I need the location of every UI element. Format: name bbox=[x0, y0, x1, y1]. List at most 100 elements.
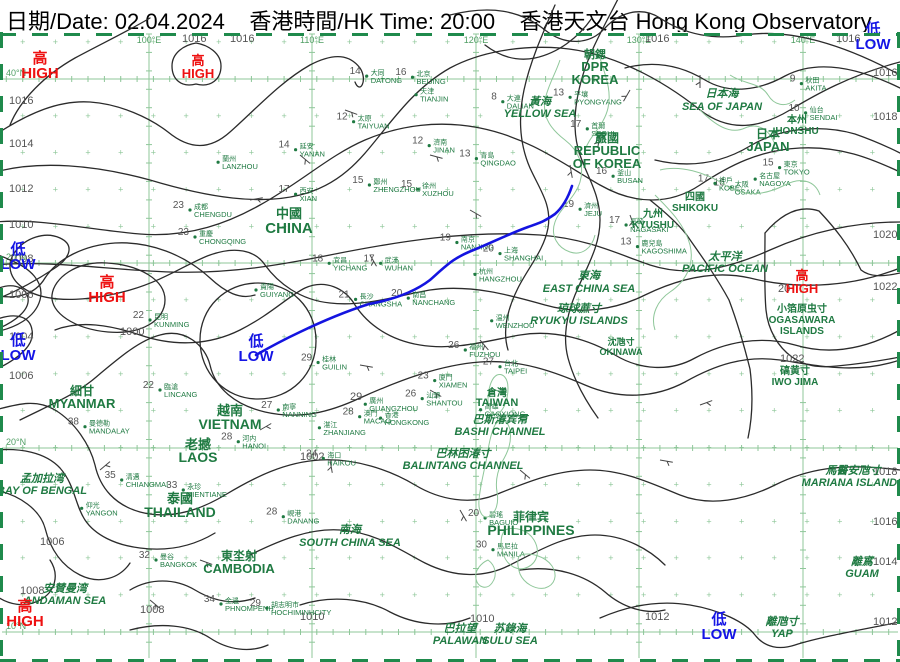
svg-text:+: + bbox=[608, 369, 613, 379]
svg-text:ZHENGZHOU: ZHENGZHOU bbox=[373, 185, 421, 194]
svg-text:+: + bbox=[576, 406, 581, 416]
svg-text:+: + bbox=[641, 332, 646, 342]
svg-text:EAST CHINA SEA: EAST CHINA SEA bbox=[543, 283, 636, 295]
svg-text:+: + bbox=[281, 369, 286, 379]
svg-text:東海: 東海 bbox=[578, 269, 602, 282]
svg-text:+: + bbox=[347, 37, 352, 47]
svg-text:+: + bbox=[641, 443, 646, 453]
svg-text:+: + bbox=[543, 590, 548, 600]
svg-text:+: + bbox=[53, 221, 58, 231]
svg-text:+: + bbox=[641, 627, 646, 637]
svg-text:+: + bbox=[118, 37, 123, 47]
svg-text:+: + bbox=[674, 74, 679, 84]
svg-text:+: + bbox=[445, 37, 450, 47]
svg-text:+: + bbox=[772, 443, 777, 453]
svg-text:+: + bbox=[183, 590, 188, 600]
svg-text:+: + bbox=[543, 185, 548, 195]
svg-text:17: 17 bbox=[609, 215, 621, 226]
svg-text:+: + bbox=[478, 185, 483, 195]
svg-text:+: + bbox=[281, 443, 286, 453]
svg-text:+: + bbox=[412, 221, 417, 231]
svg-text:日本海: 日本海 bbox=[706, 87, 741, 100]
svg-text:1022: 1022 bbox=[873, 281, 897, 293]
svg-text:SENDAI: SENDAI bbox=[810, 113, 838, 122]
svg-text:+: + bbox=[804, 148, 809, 158]
svg-text:+: + bbox=[151, 111, 156, 121]
svg-text:+: + bbox=[380, 111, 385, 121]
svg-text:+: + bbox=[412, 148, 417, 158]
svg-text:+: + bbox=[183, 111, 188, 121]
svg-text:+: + bbox=[772, 553, 777, 563]
svg-text:+: + bbox=[478, 295, 483, 305]
svg-text:13: 13 bbox=[553, 87, 565, 98]
svg-text:+: + bbox=[53, 332, 58, 342]
svg-text:ISLANDS: ISLANDS bbox=[780, 326, 824, 337]
svg-text:TAIYUAN: TAIYUAN bbox=[358, 122, 390, 131]
svg-text:南海: 南海 bbox=[339, 523, 363, 536]
svg-text:+: + bbox=[151, 74, 156, 84]
svg-text:+: + bbox=[347, 443, 352, 453]
svg-text:+: + bbox=[543, 37, 548, 47]
svg-text:+: + bbox=[608, 295, 613, 305]
svg-text:+: + bbox=[772, 258, 777, 268]
svg-text:28: 28 bbox=[221, 432, 233, 443]
svg-text:HANOI: HANOI bbox=[242, 442, 266, 451]
svg-text:+: + bbox=[576, 443, 581, 453]
svg-text:KOREA: KOREA bbox=[572, 72, 620, 87]
svg-text:+: + bbox=[85, 37, 90, 47]
svg-text:+: + bbox=[478, 553, 483, 563]
svg-text:+: + bbox=[739, 516, 744, 526]
svg-text:+: + bbox=[870, 406, 875, 416]
svg-text:KUNMING: KUNMING bbox=[154, 320, 190, 329]
svg-text:+: + bbox=[706, 480, 711, 490]
svg-text:+: + bbox=[837, 443, 842, 453]
svg-text:+: + bbox=[249, 516, 254, 526]
svg-text:+: + bbox=[118, 148, 123, 158]
svg-text:+: + bbox=[151, 221, 156, 231]
svg-text:+: + bbox=[380, 369, 385, 379]
svg-text:+: + bbox=[870, 332, 875, 342]
svg-text:+: + bbox=[739, 553, 744, 563]
svg-text:+: + bbox=[53, 185, 58, 195]
svg-text:LOW: LOW bbox=[1, 347, 37, 364]
svg-text:+: + bbox=[608, 111, 613, 121]
svg-text:+: + bbox=[445, 480, 450, 490]
svg-text:離寪: 離寪 bbox=[851, 555, 875, 568]
svg-text:+: + bbox=[118, 221, 123, 231]
svg-text:23: 23 bbox=[173, 200, 185, 211]
svg-text:+: + bbox=[347, 369, 352, 379]
svg-text:+: + bbox=[576, 627, 581, 637]
svg-text:+: + bbox=[674, 111, 679, 121]
svg-text:HOCHIMINHCITY: HOCHIMINHCITY bbox=[271, 608, 331, 617]
svg-text:+: + bbox=[837, 406, 842, 416]
svg-text:LINCANG: LINCANG bbox=[164, 390, 198, 399]
svg-text:LANZHOU: LANZHOU bbox=[222, 162, 258, 171]
svg-text:19: 19 bbox=[440, 233, 452, 244]
svg-text:離虺寸: 離虺寸 bbox=[766, 615, 801, 628]
svg-text:+: + bbox=[53, 516, 58, 526]
svg-text:CHIANGMAI: CHIANGMAI bbox=[126, 480, 169, 489]
svg-text:12: 12 bbox=[336, 112, 348, 123]
svg-text:DANANG: DANANG bbox=[287, 517, 319, 526]
svg-text:九州: 九州 bbox=[642, 207, 663, 220]
svg-text:+: + bbox=[674, 553, 679, 563]
svg-text:+: + bbox=[281, 480, 286, 490]
svg-text:+: + bbox=[347, 480, 352, 490]
svg-text:+: + bbox=[641, 406, 646, 416]
svg-text:太平洋: 太平洋 bbox=[708, 250, 744, 263]
svg-text:XIAMEN: XIAMEN bbox=[439, 381, 468, 390]
svg-text:LAOS: LAOS bbox=[179, 449, 218, 465]
svg-text:+: + bbox=[281, 111, 286, 121]
svg-text:JAPAN: JAPAN bbox=[746, 139, 789, 154]
svg-text:+: + bbox=[216, 480, 221, 490]
svg-text:20°N: 20°N bbox=[6, 437, 26, 447]
svg-text:+: + bbox=[706, 516, 711, 526]
svg-text:+: + bbox=[53, 627, 58, 637]
svg-text:+: + bbox=[314, 627, 319, 637]
svg-text:27: 27 bbox=[483, 357, 495, 368]
svg-text:+: + bbox=[739, 627, 744, 637]
svg-text:四國: 四國 bbox=[685, 191, 705, 203]
svg-text:+: + bbox=[478, 590, 483, 600]
svg-text:12: 12 bbox=[412, 136, 424, 147]
svg-text:HIGH: HIGH bbox=[88, 289, 126, 306]
